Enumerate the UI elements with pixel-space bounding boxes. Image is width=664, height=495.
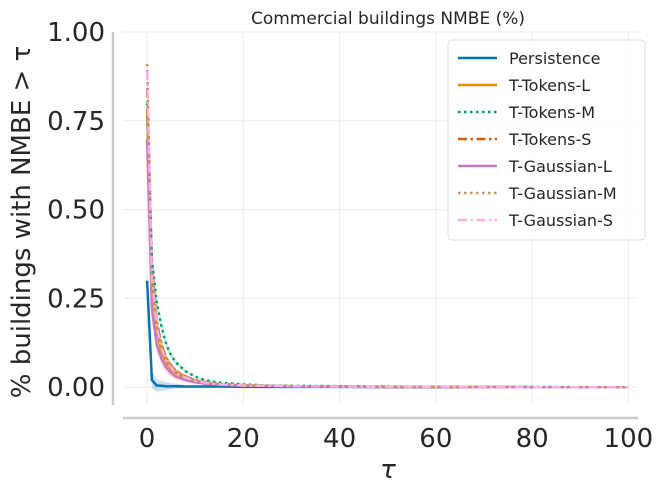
x-tick-label: 80 <box>516 424 549 454</box>
x-tick-label: 60 <box>419 424 452 454</box>
y-tick-label: 0.00 <box>47 373 105 403</box>
x-tick-label: 40 <box>323 424 356 454</box>
series-line-t-tokens-m <box>145 102 629 389</box>
y-tick-label: 0.25 <box>47 284 105 314</box>
series-lines <box>145 63 629 389</box>
x-tick-label: 100 <box>604 424 654 454</box>
tick-labels: 0 20 40 60 80 100 0.00 0.25 0.50 0.75 1.00 <box>47 18 653 454</box>
legend-frame <box>447 39 646 241</box>
legend: Persistence T-Tokens-L T-Tokens-M T-Tokens-… <box>447 39 646 241</box>
band-persistence <box>147 270 629 392</box>
series-line-t-gaussian-s <box>145 71 629 389</box>
y-tick-label: 0.75 <box>47 107 105 137</box>
legend-label-t-gaussian-m: T-Gaussian-M <box>508 184 617 203</box>
legend-label-t-tokens-m: T-Tokens-M <box>508 103 595 122</box>
x-axis-label: τ <box>380 455 396 485</box>
chart-title: Commercial buildings NMBE (%) <box>251 9 525 29</box>
series-line-persistence <box>145 280 629 389</box>
y-axis-label: % buildings with NMBE > τ <box>7 46 37 398</box>
legend-label-t-tokens-s: T-Tokens-S <box>508 130 591 149</box>
x-tick-label: 20 <box>227 424 260 454</box>
y-tick-label: 1.00 <box>47 18 105 48</box>
axes <box>111 32 638 420</box>
y-tick-label: 0.50 <box>47 196 105 226</box>
legend-label-t-gaussian-l: T-Gaussian-L <box>508 157 612 176</box>
legend-label-t-gaussian-s: T-Gaussian-S <box>508 211 613 230</box>
legend-label-persistence: Persistence <box>509 49 601 68</box>
x-tick-label: 0 <box>139 424 156 454</box>
legend-label-t-tokens-l: T-Tokens-L <box>508 76 590 95</box>
